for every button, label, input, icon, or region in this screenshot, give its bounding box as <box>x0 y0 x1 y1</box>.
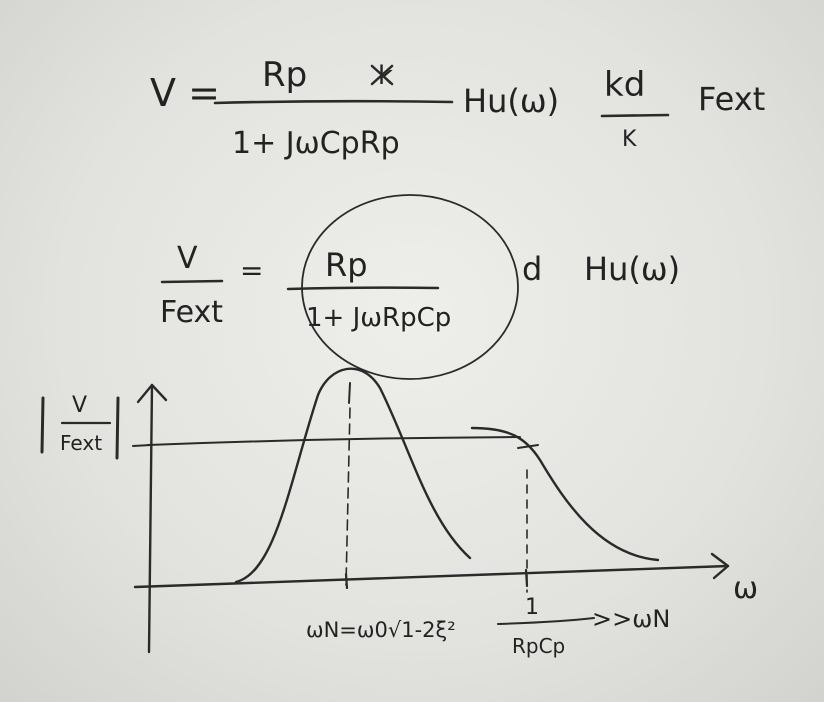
wn-label: ωN=ω0√1-2ξ² <box>306 618 456 642</box>
eq2-lhs-den: Fext <box>160 295 223 330</box>
eq1-denominator: 1+ JωCpRp <box>232 126 400 161</box>
eq1-kd: kd <box>604 65 645 105</box>
eq1-transfer-h: Hu(ω) <box>463 82 559 120</box>
eq1-k: K <box>622 127 637 152</box>
eq2-equals: = <box>240 254 263 287</box>
equation-2: V Fext = Rp 1+ JωRpCp d Hu(ω) <box>160 194 680 380</box>
resonance-marker <box>348 382 351 404</box>
eq1-scribble-mark <box>370 64 394 86</box>
x-axis-arrow <box>710 552 730 580</box>
cutoff-bar <box>497 617 595 625</box>
resonance-curve <box>234 367 472 584</box>
y-axis <box>147 383 154 654</box>
eq1-lhs: V = <box>150 71 220 115</box>
eq2-numerator: Rp <box>325 246 368 284</box>
y-axis-arrow <box>136 383 168 404</box>
eq2-denominator: 1+ JωRpCp <box>306 303 451 333</box>
y-label-den: Fext <box>60 431 102 455</box>
cutoff-marker <box>517 444 539 449</box>
y-label-abs-left <box>40 396 45 454</box>
x-axis <box>133 564 730 589</box>
resonance-dashed-line <box>345 407 351 586</box>
cutoff-compare: >>ωN <box>592 605 670 633</box>
lowpass-curve <box>470 426 660 562</box>
eq1-fext: Fext <box>698 80 765 118</box>
eq2-highlight-circle <box>301 194 519 380</box>
eq2-transfer-h: Hu(ω) <box>584 250 680 288</box>
reference-level-line <box>147 436 521 446</box>
x-axis-label: ω <box>733 571 758 606</box>
eq2-d: d <box>522 250 542 288</box>
eq1-fraction-bar <box>213 99 454 105</box>
y-label-num: V <box>72 393 87 418</box>
wn-tick <box>344 572 349 590</box>
equation-1: V = Rp k 1+ JωCpRp Hu(ω) kd K Fext <box>150 55 765 161</box>
eq2-fraction-bar <box>286 286 440 291</box>
eq2-lhs-num: V <box>177 241 198 276</box>
cutoff-tick <box>524 568 529 588</box>
eq1-numerator: Rp <box>262 55 307 95</box>
y-label-abs-right <box>115 396 120 460</box>
cutoff-den: RpCp <box>512 634 565 658</box>
eq2-lhs-bar <box>160 279 224 284</box>
bode-graph: V Fext ω ωN=ω0√1-2ξ² 1 RpCp >>ωN <box>40 367 758 658</box>
eq1-kd-bar <box>600 113 670 118</box>
y-tick <box>132 444 152 447</box>
cutoff-num: 1 <box>525 595 539 620</box>
